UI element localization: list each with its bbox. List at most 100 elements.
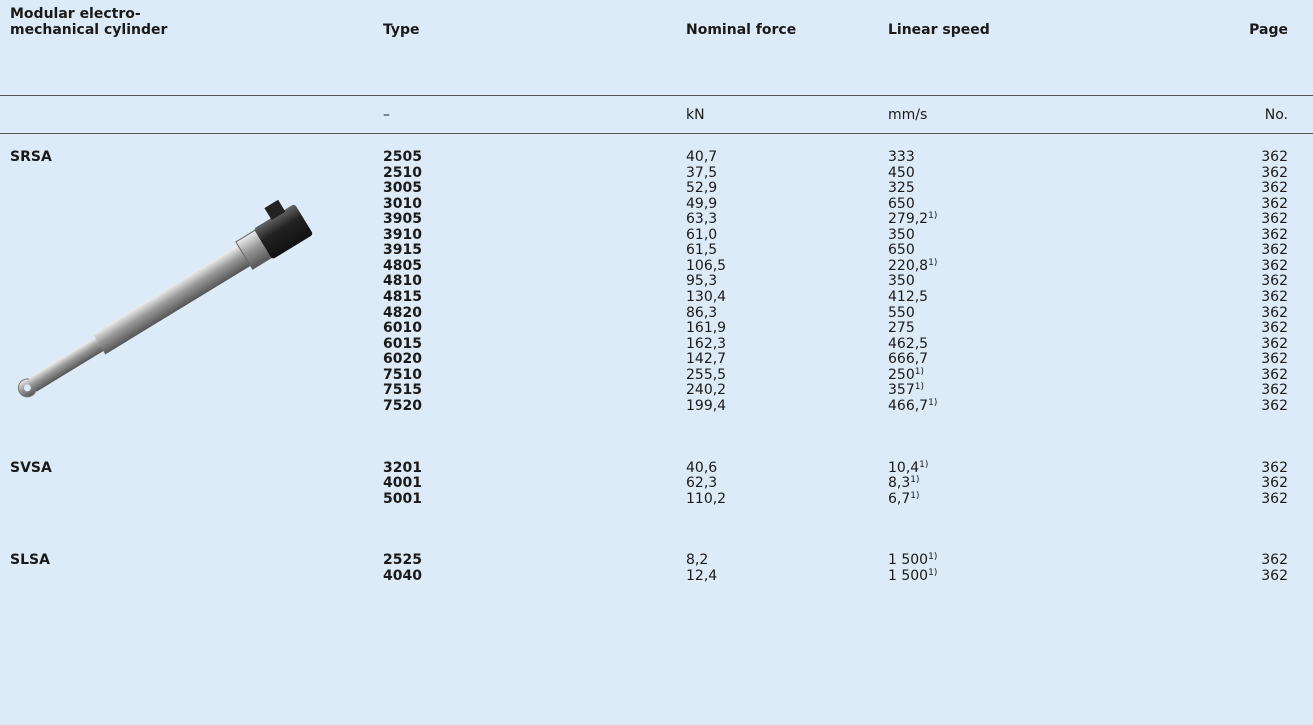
- unit: mm/s: [888, 107, 928, 123]
- page-number: 362: [1261, 242, 1288, 259]
- linear-speed: 650: [888, 242, 915, 258]
- nominal-force: 61,5: [686, 242, 718, 259]
- linear-speed: 350: [888, 227, 915, 243]
- footnote-ref: 1): [928, 552, 938, 563]
- speed-value: 650: [888, 242, 915, 259]
- speed-value: 6,7: [888, 490, 911, 507]
- linear-speed: 220,81): [888, 258, 937, 274]
- column-header: Nominal force: [686, 22, 797, 38]
- type: 4810: [383, 273, 422, 290]
- nominal-force: 95,3: [686, 273, 718, 290]
- speed-value: 279,2: [888, 211, 929, 228]
- linear-speed: 462,5: [888, 336, 928, 352]
- page-number: 362: [1261, 257, 1288, 274]
- nominal-force: 61,0: [686, 226, 718, 243]
- speed-value: 325: [888, 180, 915, 197]
- page-number: 362: [1261, 211, 1288, 228]
- linear-speed: 666,7: [888, 351, 928, 367]
- type: 4001: [383, 475, 422, 492]
- column-header: Page: [1249, 22, 1288, 38]
- linear-speed: 3571): [888, 382, 924, 398]
- type: 6020: [383, 351, 422, 368]
- type: 2525: [383, 552, 422, 569]
- nominal-force: 52,9: [686, 180, 718, 197]
- type: 4820: [383, 304, 422, 321]
- linear-speed: 466,71): [888, 398, 937, 414]
- speed-value: 412,5: [888, 289, 929, 306]
- page-number: 362: [1261, 180, 1288, 197]
- speed-value: 357: [888, 382, 915, 399]
- page-number: 362: [1261, 490, 1288, 507]
- page-number: 362: [1261, 567, 1288, 584]
- speed-value: 10,4: [888, 459, 920, 476]
- nominal-force: 130,4: [686, 289, 727, 306]
- nominal-force: 199,4: [686, 397, 727, 414]
- page-number: 362: [1261, 366, 1288, 383]
- footnote-ref: 1): [914, 382, 924, 393]
- footnote-ref: 1): [914, 366, 924, 377]
- nominal-force: 40,7: [686, 149, 718, 165]
- nominal-force: 86,3: [686, 304, 718, 321]
- linear-speed: 275: [888, 320, 915, 336]
- nominal-force: 106,5: [686, 257, 727, 274]
- page-number: 362: [1261, 397, 1288, 414]
- unit: –: [383, 107, 390, 123]
- speed-value: 650: [888, 195, 915, 212]
- page-number: 362: [1261, 320, 1288, 337]
- type: 6015: [383, 335, 422, 352]
- linear-speed: 333: [888, 149, 915, 165]
- type: 3905: [383, 211, 422, 228]
- linear-speed: 1 5001): [888, 552, 937, 568]
- footnote-ref: 1): [910, 475, 920, 486]
- linear-speed: 6,71): [888, 491, 920, 507]
- speed-value: 250: [888, 366, 915, 383]
- page-number: 362: [1261, 475, 1288, 492]
- footnote-ref: 1): [910, 490, 920, 501]
- page-number: 362: [1261, 195, 1288, 212]
- speed-value: 350: [888, 273, 915, 290]
- type: 3910: [383, 226, 422, 243]
- speed-value: 350: [888, 226, 915, 243]
- type: 3201: [383, 459, 422, 476]
- page-number: 362: [1261, 335, 1288, 352]
- type: 3005: [383, 180, 422, 197]
- linear-speed: 350: [888, 273, 915, 289]
- type: 2505: [383, 149, 422, 165]
- nominal-force: 49,9: [686, 195, 718, 212]
- type: 4815: [383, 289, 422, 306]
- linear-speed: 550: [888, 305, 915, 321]
- speed-value: 466,7: [888, 397, 929, 414]
- nominal-force: 40,6: [686, 459, 718, 476]
- page-number: 362: [1261, 149, 1288, 165]
- nominal-force: 161,9: [686, 320, 727, 337]
- nominal-force: 110,2: [686, 490, 727, 507]
- rule: [0, 95, 1313, 96]
- speed-value: 220,8: [888, 257, 929, 274]
- speed-value: 1 500: [888, 552, 929, 569]
- group-name: SRSA: [10, 149, 52, 165]
- nominal-force: 142,7: [686, 351, 727, 368]
- speed-value: 550: [888, 304, 915, 321]
- speed-value: 1 500: [888, 567, 929, 584]
- nominal-force: 12,4: [686, 567, 718, 584]
- type: 5001: [383, 490, 422, 507]
- nominal-force: 62,3: [686, 475, 718, 492]
- type: 3010: [383, 195, 422, 212]
- footnote-ref: 1): [928, 211, 938, 222]
- linear-speed: 279,21): [888, 211, 937, 227]
- page-number: 362: [1261, 459, 1288, 476]
- page-number: 362: [1261, 304, 1288, 321]
- page-number: 362: [1261, 382, 1288, 399]
- type: 4805: [383, 257, 422, 274]
- footnote-ref: 1): [928, 257, 938, 268]
- nominal-force: 240,2: [686, 382, 727, 399]
- rule: [0, 133, 1313, 134]
- unit: No.: [1264, 107, 1288, 123]
- linear-speed: 650: [888, 196, 915, 212]
- linear-speed: 412,5: [888, 289, 928, 305]
- column-header: Linear speed: [888, 22, 990, 38]
- linear-speed: 8,31): [888, 475, 920, 491]
- type: 7520: [383, 397, 422, 414]
- type: 4040: [383, 567, 422, 584]
- speed-value: 666,7: [888, 351, 929, 368]
